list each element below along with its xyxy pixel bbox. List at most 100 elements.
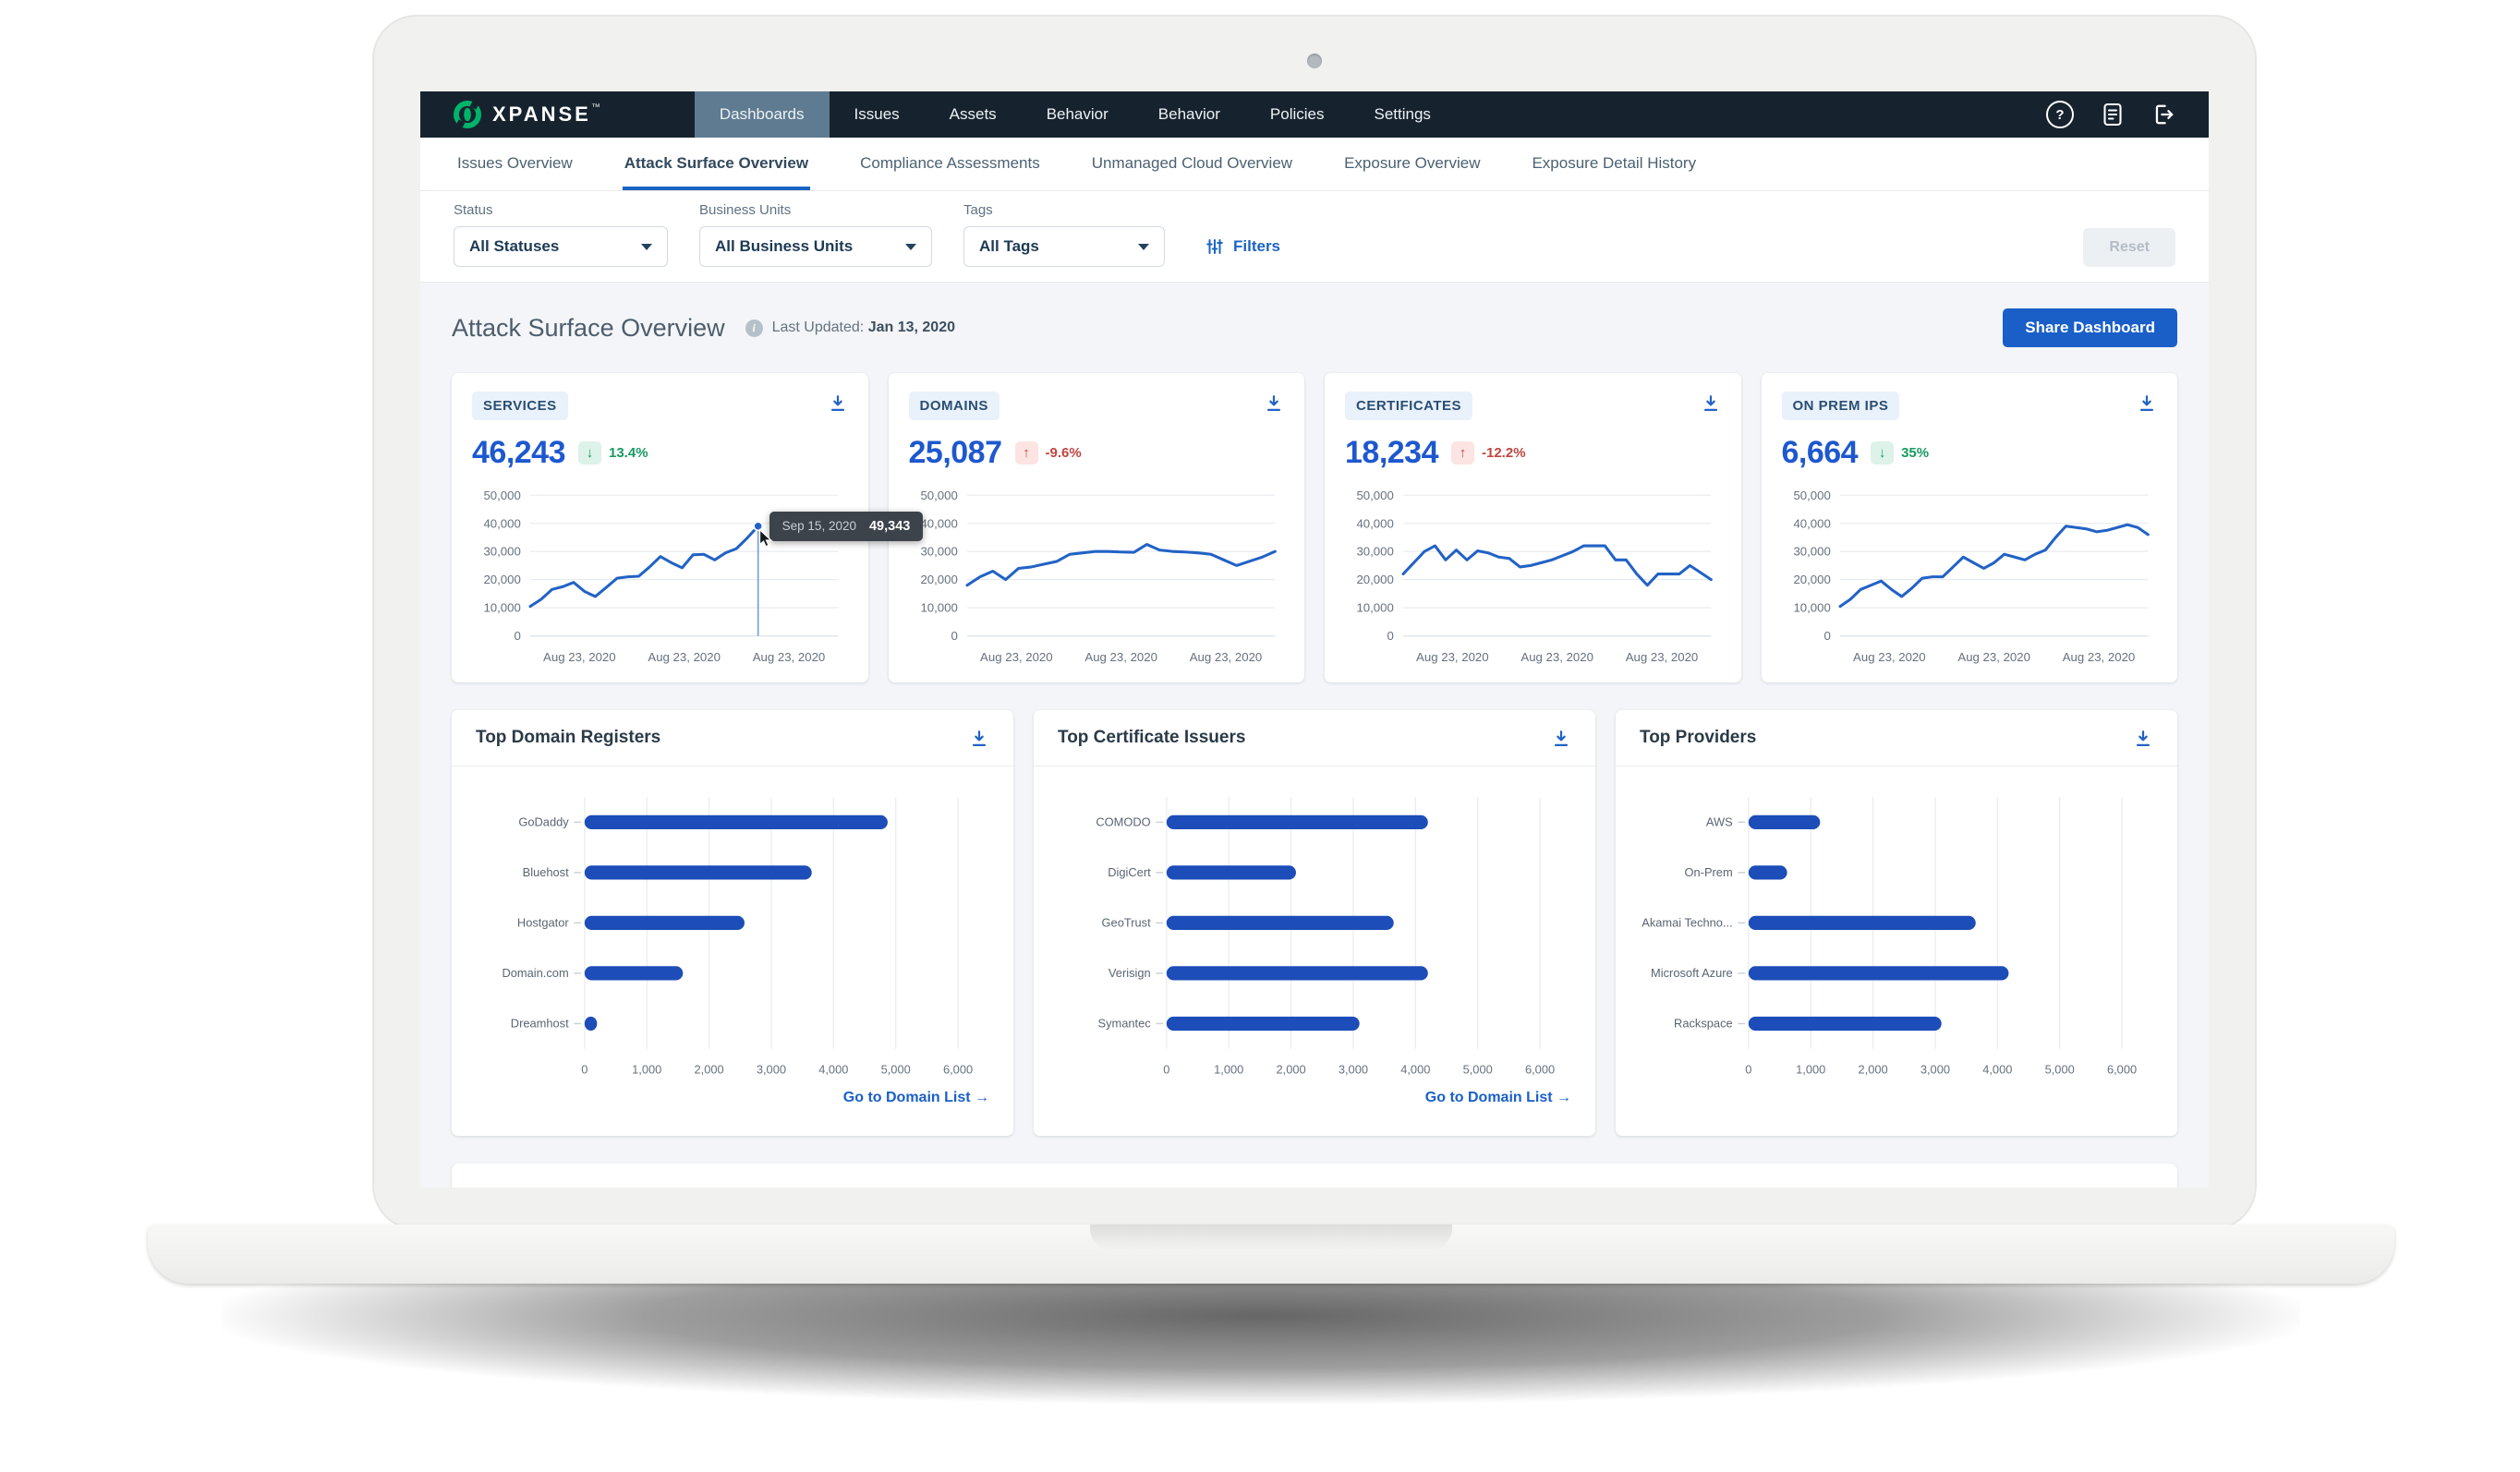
chart-card-footer: Go to Domain List → (452, 1086, 1013, 1136)
tooltip-date: Sep 15, 2020 (781, 519, 856, 534)
tab-attack-surface-overview[interactable]: Attack Surface Overview (622, 138, 811, 190)
svg-text:10,000: 10,000 (1793, 601, 1830, 615)
svg-text:Aug 23, 2020: Aug 23, 2020 (1853, 650, 1926, 664)
download-button[interactable] (1264, 393, 1284, 414)
svg-text:COMODO: COMODO (1096, 815, 1150, 829)
svg-text:50,000: 50,000 (483, 489, 520, 502)
go-to-domain-list-link[interactable]: Go to Domain List → (1424, 1089, 1571, 1105)
svg-text:2,000: 2,000 (1276, 1063, 1305, 1077)
filter-fields: Status All Statuses Business Units All Busi… (454, 202, 1196, 267)
svg-text:1,000: 1,000 (1214, 1063, 1243, 1077)
filter-field-business-units: Business Units All Business Units (699, 202, 932, 267)
last-updated-text: Last Updated: Jan 13, 2020 (771, 320, 955, 335)
tab-unmanaged-cloud-overview[interactable]: Unmanaged Cloud Overview (1091, 153, 1293, 172)
svg-text:Hostgator: Hostgator (517, 916, 569, 930)
nav-item-behavior-2[interactable]: Behavior (1157, 105, 1220, 123)
svg-text:Aug 23, 2020: Aug 23, 2020 (543, 650, 616, 664)
kpi-card-services: SERVICES 46,243 ↓ 13.4% 50,000 40,000 30,000 20… (452, 373, 924, 683)
svg-text:6,000: 6,000 (2107, 1063, 2137, 1077)
tags-select[interactable]: All Tags (963, 226, 1165, 267)
status-select[interactable]: All Statuses (454, 226, 668, 267)
chart-card-body: 0 1,000 2,000 3,000 4,000 5,000 6,000 COMODO Dig… (1034, 766, 1595, 1086)
nav-item-behavior[interactable]: Behavior (1046, 105, 1109, 123)
business-units-select[interactable]: All Business Units (699, 226, 932, 267)
chart-card-top-certificate-issuers: Top Certificate Issuers 0 1,000 2,000 3,000 4… (1034, 710, 1595, 1136)
svg-text:10,000: 10,000 (483, 601, 520, 615)
docs-icon[interactable] (2102, 103, 2124, 127)
select-value: All Tags (979, 237, 1039, 255)
svg-text:0: 0 (581, 1063, 588, 1077)
svg-text:Aug 23, 2020: Aug 23, 2020 (2062, 650, 2135, 664)
select-value: All Business Units (715, 237, 854, 255)
kpi-chart: 50,000 40,000 30,000 20,000 10,000 0 Aug 23, 2… (472, 484, 924, 668)
svg-text:4,000: 4,000 (1400, 1063, 1430, 1077)
svg-text:Aug 23, 2020: Aug 23, 2020 (1626, 650, 1699, 664)
svg-text:30,000: 30,000 (483, 545, 520, 559)
svg-text:40,000: 40,000 (483, 516, 520, 530)
kpi-delta-text: 13.4% (609, 445, 648, 461)
kpi-delta-text: -12.2% (1482, 445, 1526, 461)
chart-tooltip: Sep 15, 2020 49,343 (769, 511, 924, 541)
tab-exposure-overview[interactable]: Exposure Overview (1344, 153, 1481, 172)
tab-exposure-detail-history[interactable]: Exposure Detail History (1532, 153, 1697, 172)
chart-card-footer (1616, 1086, 2177, 1136)
svg-text:0: 0 (1823, 629, 1830, 643)
svg-text:Domain.com: Domain.com (502, 966, 568, 980)
svg-text:6,000: 6,000 (943, 1063, 973, 1077)
brand-logo: XPANSE™ (420, 91, 639, 138)
svg-text:0: 0 (1387, 629, 1394, 643)
download-button[interactable] (1551, 729, 1571, 749)
bar-chart: 0 1,000 2,000 3,000 4,000 5,000 6,000 AWS On-Pre… (1642, 797, 2137, 1077)
download-button[interactable] (2137, 393, 2157, 414)
svg-text:0: 0 (515, 629, 521, 643)
svg-text:5,000: 5,000 (1463, 1063, 1493, 1077)
help-question-glyph: ? (2046, 101, 2074, 128)
download-button[interactable] (969, 729, 989, 749)
tab-issues-overview[interactable]: Issues Overview (457, 153, 573, 172)
top-nav: XPANSE™ Dashboards Issues Assets Behavior Be… (420, 91, 2209, 138)
svg-text:Symantec: Symantec (1097, 1017, 1151, 1031)
nav-item-policies[interactable]: Policies (1269, 105, 1325, 123)
logout-icon[interactable] (2151, 103, 2175, 127)
filters-button[interactable]: Filters (1205, 237, 1280, 256)
chart-card-top-providers: Top Providers 0 1,000 2,000 3,000 4,000 5,000 6… (1616, 710, 2177, 1136)
download-icon (1703, 395, 1717, 411)
share-dashboard-button[interactable]: Share Dashboard (2003, 308, 2177, 347)
download-button[interactable] (1701, 393, 1721, 414)
kpi-chart: 50,000 40,000 30,000 20,000 10,000 0 Aug 23, 2… (1345, 484, 1721, 668)
chart-card-body: 0 1,000 2,000 3,000 4,000 5,000 6,000 GoDaddy Bl… (452, 766, 1013, 1086)
download-button[interactable] (2133, 729, 2153, 749)
kpi-label: SERVICES (472, 392, 568, 420)
tooltip-value: 49,343 (868, 518, 911, 534)
svg-text:Aug 23, 2020: Aug 23, 2020 (1520, 650, 1593, 664)
chevron-down-icon (905, 243, 916, 250)
nav-item-assets[interactable]: Assets (949, 105, 997, 123)
kpi-card-on-prem-ips: ON PREM IPS 6,664 ↓ 35% 50,000 40,000 30,000 20… (1761, 373, 2177, 683)
kpi-label: DOMAINS (908, 392, 1000, 420)
kpi-delta-text: 35% (1901, 445, 1930, 461)
kpi-value-row: 18,234 ↑ -12.2% (1345, 435, 1721, 471)
nav-item-issues[interactable]: Issues (854, 105, 900, 123)
nav-item-dashboards[interactable]: Dashboards (694, 91, 830, 138)
svg-text:5,000: 5,000 (2045, 1063, 2075, 1077)
next-row-peek (452, 1163, 2177, 1188)
nav-item-settings[interactable]: Settings (1374, 105, 1431, 123)
go-to-domain-list-link[interactable]: Go to Domain List → (842, 1089, 989, 1105)
svg-text:On-Prem: On-Prem (1685, 865, 1733, 879)
svg-text:DigiCert: DigiCert (1108, 865, 1151, 879)
download-button[interactable] (828, 393, 848, 414)
svg-text:Bluehost: Bluehost (523, 865, 569, 879)
kpi-delta: ↓ 13.4% (578, 441, 648, 465)
tab-compliance-assessments[interactable]: Compliance Assessments (860, 153, 1040, 172)
reset-button[interactable]: Reset (2083, 228, 2175, 267)
help-icon[interactable]: ? (2046, 101, 2074, 128)
download-icon (2139, 395, 2154, 411)
svg-text:1,000: 1,000 (632, 1063, 661, 1077)
svg-text:3,000: 3,000 (1339, 1063, 1368, 1077)
chevron-down-icon (641, 243, 652, 250)
nav-icons: ? (2046, 91, 2209, 138)
kpi-value-row: 25,087 ↑ -9.6% (909, 435, 1285, 471)
info-icon[interactable]: i (745, 319, 763, 337)
svg-text:20,000: 20,000 (920, 573, 957, 586)
